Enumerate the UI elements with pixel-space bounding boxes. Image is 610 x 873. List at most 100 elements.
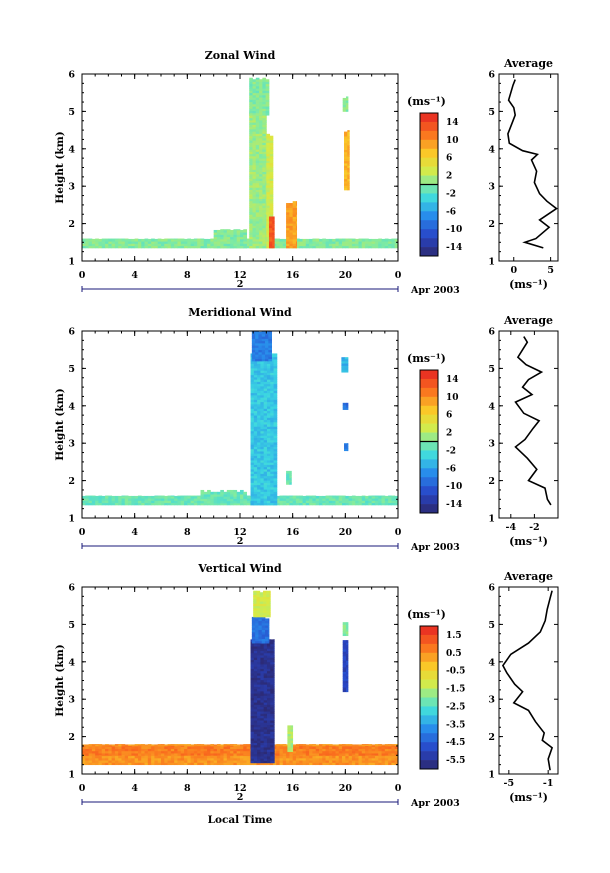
heatmap-cell — [91, 495, 96, 499]
heatmap-cell — [253, 742, 258, 746]
heatmap-cell — [249, 151, 253, 155]
heatmap-cell — [282, 500, 287, 504]
heatmap-cell — [260, 365, 265, 369]
heatmap-cell — [180, 746, 185, 749]
heatmap-cell — [328, 757, 333, 761]
heatmap-cell — [252, 203, 257, 206]
heatmap-cell — [342, 750, 346, 754]
heatmap-cell — [252, 128, 257, 132]
heatmap-cell — [263, 397, 268, 400]
heatmap-cell — [282, 757, 287, 761]
heatmap-cell — [167, 498, 172, 501]
heatmap-cell — [190, 753, 195, 756]
heatmap-cell — [347, 443, 349, 447]
heatmap-cell — [259, 106, 263, 109]
heatmap-cell — [342, 640, 347, 643]
heatmap-cell — [262, 124, 267, 128]
heatmap-cell — [250, 482, 255, 486]
average-profile-line — [514, 336, 552, 506]
heatmap-cell — [203, 243, 208, 247]
heatmap-cell — [170, 500, 175, 504]
heatmap-cell — [251, 634, 256, 637]
heatmap-cell — [253, 390, 258, 394]
heatmap-cell — [269, 612, 271, 616]
heatmap-cell — [355, 753, 359, 756]
heatmap-cell — [197, 748, 201, 752]
heatmap-cell — [252, 131, 257, 134]
heatmap-cell — [374, 760, 379, 763]
heatmap-cell — [187, 238, 192, 242]
heatmap-cell — [210, 241, 215, 244]
heatmap-cell — [270, 657, 274, 660]
heatmap-cell — [255, 164, 260, 168]
heatmap-cell — [101, 762, 106, 766]
heatmap-cell — [131, 748, 136, 752]
heatmap-cell — [253, 744, 258, 748]
heatmap-cell — [394, 760, 398, 763]
heatmap-cell — [249, 128, 253, 132]
heatmap-cell — [351, 243, 356, 247]
heatmap-cell — [257, 657, 261, 660]
heatmap-cell — [252, 101, 257, 105]
heatmap-cell — [361, 757, 366, 761]
heatmap-cell — [88, 746, 93, 749]
heatmap-cell — [270, 760, 274, 764]
heatmap-cell — [260, 406, 265, 409]
heatmap-cell — [128, 495, 132, 499]
heatmap-cell — [190, 498, 195, 501]
heatmap-cell — [200, 757, 205, 761]
heatmap-cell — [258, 354, 263, 357]
heatmap-cell — [263, 446, 268, 450]
heatmap-cell — [273, 383, 278, 387]
heatmap-cell — [265, 209, 267, 213]
heatmap-cell — [190, 744, 195, 748]
heatmap-cell — [101, 498, 106, 501]
heatmap-cell — [260, 673, 265, 676]
heatmap-cell — [170, 745, 175, 747]
heatmap-cell — [257, 430, 261, 434]
heatmap-cell — [355, 762, 359, 766]
heatmap-cell — [328, 500, 333, 504]
heatmap-cell — [270, 695, 274, 699]
heatmap-cell — [299, 745, 303, 747]
heatmap-cell — [270, 374, 274, 378]
heatmap-cell — [262, 236, 267, 240]
heatmap-cell — [91, 744, 96, 745]
heatmap-cell — [268, 351, 272, 355]
average-y-tick-label: 3 — [488, 439, 495, 450]
heatmap-cell — [309, 495, 313, 499]
heatmap-cell — [286, 757, 290, 761]
heatmap-cell — [345, 498, 350, 501]
heatmap-cell — [236, 753, 241, 756]
heatmap-cell — [262, 205, 267, 208]
heatmap-cell — [269, 149, 274, 152]
heatmap-cell — [252, 133, 257, 137]
heatmap-cell — [252, 140, 257, 143]
heatmap-cell — [273, 453, 278, 456]
heatmap-cell — [251, 629, 256, 633]
heatmap-cell — [255, 227, 260, 231]
heatmap-cell — [312, 750, 317, 754]
heatmap-cell — [263, 661, 268, 665]
heatmap-cell — [344, 151, 348, 155]
heatmap-cell — [371, 746, 376, 749]
heatmap-cell — [322, 744, 326, 748]
heatmap-cell — [260, 740, 265, 743]
heatmap-cell — [265, 223, 267, 226]
heatmap-cell — [190, 243, 195, 247]
heatmap-cell — [262, 194, 267, 197]
heatmap-cell — [305, 245, 310, 249]
heatmap-cell — [265, 345, 269, 348]
heatmap-cell — [273, 679, 275, 683]
heatmap-cell — [273, 419, 278, 423]
heatmap-cell — [273, 650, 275, 654]
heatmap-cell — [270, 668, 274, 672]
heatmap-cell — [263, 399, 268, 403]
heatmap-cell — [134, 762, 139, 766]
heatmap-cell — [105, 502, 109, 506]
heatmap-cell — [252, 216, 257, 220]
heatmap-cell — [260, 697, 265, 701]
heatmap-cell — [342, 746, 346, 749]
heatmap-cell — [95, 755, 99, 759]
heatmap-cell — [251, 336, 256, 339]
